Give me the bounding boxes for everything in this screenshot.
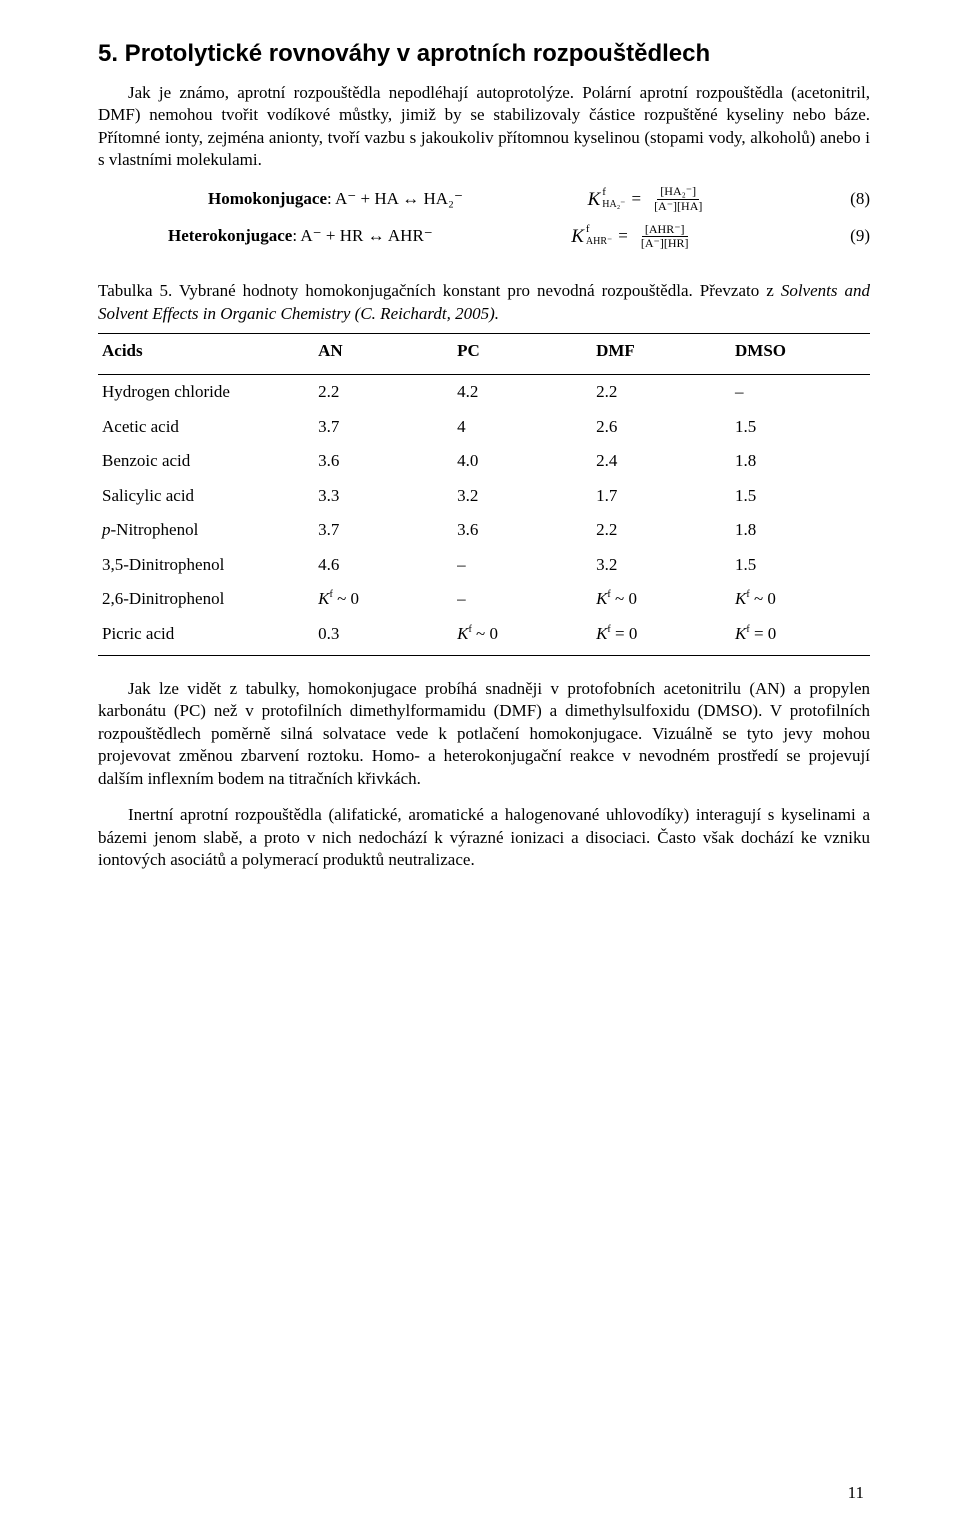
paragraph-inert: Inertní aprotní rozpouštědla (alifatické… [98,804,870,871]
cell-value: 1.7 [592,479,731,513]
acid-name: Acetic acid [98,410,314,444]
eq2-symbol: K fAHR⁻ [571,224,612,249]
cell-value: 2.4 [592,444,731,478]
cell-value: 4.2 [453,375,592,410]
col-pc: PC [453,334,592,375]
paragraph-intro: Jak je známo, aprotní rozpouštědla nepod… [98,82,870,172]
col-dmf: DMF [592,334,731,375]
table-row: 2,6-DinitrophenolKf ~ 0–Kf ~ 0Kf ~ 0 [98,582,870,616]
page-number: 11 [848,1482,864,1504]
cell-value: 1.8 [731,513,870,547]
cell-value: 3.3 [314,479,453,513]
cell-value: 3.2 [592,548,731,582]
table-row: Salicylic acid3.33.21.71.5 [98,479,870,513]
col-dmso: DMSO [731,334,870,375]
acid-name: Picric acid [98,617,314,656]
acid-name: Benzoic acid [98,444,314,478]
acid-name: Hydrogen chloride [98,375,314,410]
eq2-label: Heterokonjugace [168,226,292,245]
cell-value: 4.0 [453,444,592,478]
paragraph-discussion: Jak lze vidět z tabulky, homokonjugace p… [98,678,870,790]
table-row: Benzoic acid3.64.02.41.8 [98,444,870,478]
eq1-number: (8) [830,188,870,210]
eq1-fraction: [HA₂⁻] [A⁻][HA] [651,185,705,212]
equation-homokonjugace: Homokonjugace: A⁻ + HA ↔ HA₂⁻ K fHA₂⁻ = … [208,185,870,212]
cell-value: 3.2 [453,479,592,513]
cell-value: 2.6 [592,410,731,444]
cell-value: – [453,582,592,616]
cell-value: 3.7 [314,410,453,444]
cell-value: 3.7 [314,513,453,547]
table-caption: Tabulka 5. Vybrané hodnoty homokonjugačn… [98,280,870,325]
cell-value: 0.3 [314,617,453,656]
table-row: Picric acid0.3Kf ~ 0Kf = 0Kf = 0 [98,617,870,656]
acid-name: 2,6-Dinitrophenol [98,582,314,616]
cell-value: Kf = 0 [592,617,731,656]
cell-value: – [453,548,592,582]
cell-value: 4 [453,410,592,444]
cell-value: 1.8 [731,444,870,478]
table-row: p-Nitrophenol3.73.62.21.8 [98,513,870,547]
eq1-symbol: K fHA₂⁻ [588,187,626,212]
eq2-fraction: [AHR⁻] [A⁻][HR] [638,223,692,250]
eq1-lhs: : A⁻ + HA ↔ HA₂⁻ [327,189,463,208]
equation-heterokonjugace: Heterokonjugace: A⁻ + HR ↔ AHR⁻ K fAHR⁻ … [168,223,870,250]
constants-table: Acids AN PC DMF DMSO Hydrogen chloride2.… [98,333,870,656]
acid-name: p-Nitrophenol [98,513,314,547]
cell-value: Kf = 0 [731,617,870,656]
eq2-lhs: : A⁻ + HR ↔ AHR⁻ [292,226,432,245]
cell-value: Kf ~ 0 [731,582,870,616]
col-acids: Acids [98,334,314,375]
table-header-row: Acids AN PC DMF DMSO [98,334,870,375]
cell-value: 1.5 [731,548,870,582]
table-row: Acetic acid3.742.61.5 [98,410,870,444]
cell-value: 3.6 [453,513,592,547]
cell-value: 1.5 [731,479,870,513]
cell-value: 2.2 [592,513,731,547]
acid-name: 3,5-Dinitrophenol [98,548,314,582]
table-row: Hydrogen chloride2.24.22.2– [98,375,870,410]
cell-value: Kf ~ 0 [314,582,453,616]
cell-value: Kf ~ 0 [592,582,731,616]
section-heading: 5. Protolytické rovnováhy v aprotních ro… [98,38,870,70]
cell-value: 2.2 [592,375,731,410]
acid-name: Salicylic acid [98,479,314,513]
eq1-label: Homokonjugace [208,189,327,208]
cell-value: 2.2 [314,375,453,410]
col-an: AN [314,334,453,375]
eq2-number: (9) [830,225,870,247]
table-row: 3,5-Dinitrophenol4.6–3.21.5 [98,548,870,582]
cell-value: 3.6 [314,444,453,478]
cell-value: 1.5 [731,410,870,444]
cell-value: – [731,375,870,410]
cell-value: 4.6 [314,548,453,582]
cell-value: Kf ~ 0 [453,617,592,656]
